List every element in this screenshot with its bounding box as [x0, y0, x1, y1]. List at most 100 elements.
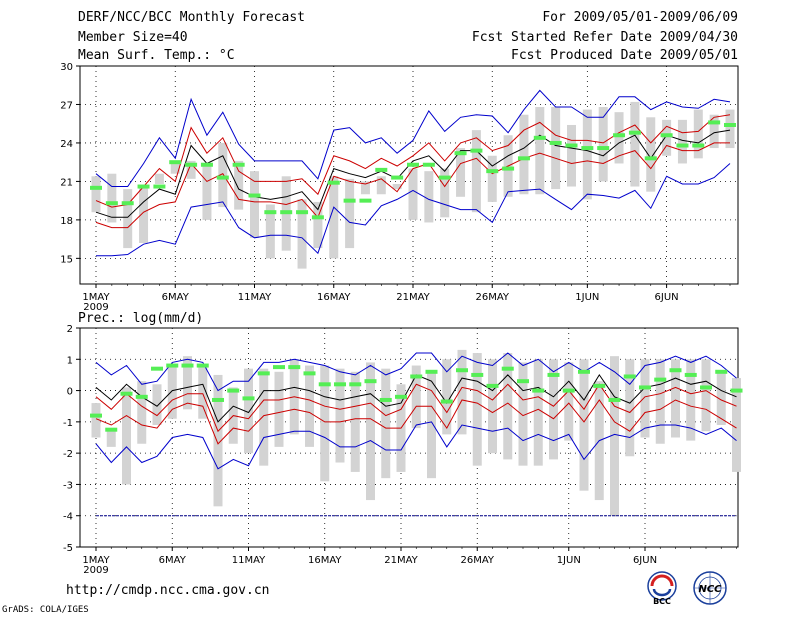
- range-bar: [274, 371, 284, 447]
- range-bar: [329, 176, 339, 259]
- upper-spread-line: [95, 114, 731, 208]
- range-bar: [198, 365, 208, 419]
- mode-marker: [502, 166, 515, 171]
- range-bar: [579, 359, 589, 491]
- range-bar: [106, 428, 116, 447]
- mode-marker: [581, 146, 594, 151]
- mode-marker: [334, 382, 346, 387]
- mode-marker: [395, 394, 407, 399]
- range-bar: [305, 365, 314, 447]
- y-tick-label: -2: [63, 449, 73, 460]
- mode-marker: [196, 363, 209, 368]
- range-bar: [551, 107, 561, 190]
- y-tick-label: -4: [63, 512, 73, 523]
- y-tick-label: -5: [63, 543, 73, 554]
- range-bar: [392, 183, 402, 190]
- forecast-period: For 2009/05/01-2009/06/09: [542, 10, 738, 25]
- mode-marker: [242, 396, 255, 401]
- y-tick-label: 1: [67, 355, 73, 366]
- range-bar: [625, 359, 635, 457]
- ncc-logo-text: NCC: [698, 584, 722, 595]
- range-bar: [320, 365, 330, 482]
- member-size-label: Member Size=40: [78, 30, 188, 45]
- mode-marker: [562, 388, 575, 393]
- mode-marker: [318, 382, 331, 387]
- range-bar: [154, 173, 164, 184]
- mode-marker: [90, 185, 102, 190]
- mode-marker: [547, 372, 560, 377]
- range-bar: [313, 201, 323, 249]
- range-bar: [456, 148, 466, 197]
- mode-marker: [486, 169, 499, 174]
- range-bar: [350, 371, 360, 472]
- footer-credit: GrADS: COLA/IGES: [2, 605, 89, 615]
- mode-marker: [303, 371, 316, 376]
- mode-marker: [654, 377, 667, 382]
- range-bar: [186, 160, 196, 179]
- mode-marker: [471, 372, 484, 377]
- range-bar: [472, 353, 482, 466]
- mode-marker: [730, 388, 743, 393]
- mode-marker: [628, 130, 641, 135]
- max-series-line: [95, 352, 737, 392]
- x-tick-label: 1MAY: [82, 555, 110, 566]
- range-bar: [107, 173, 117, 223]
- range-bar: [91, 176, 101, 213]
- max-series-line: [95, 89, 731, 187]
- ensemble-mean-line: [95, 129, 731, 218]
- mode-marker: [517, 379, 529, 384]
- range-bar: [442, 359, 452, 435]
- y-tick-label: 30: [60, 62, 73, 73]
- x-tick-year: 2009: [83, 565, 108, 576]
- range-bar: [259, 368, 269, 466]
- forecast-start-date: Fcst Started Refer Date 2009/04/30: [471, 30, 738, 45]
- range-bar: [183, 356, 192, 410]
- range-bar: [139, 186, 149, 243]
- range-bar: [701, 359, 711, 432]
- range-bar: [518, 362, 528, 466]
- range-bar: [265, 204, 275, 259]
- range-bar: [366, 362, 375, 501]
- x-tick-label: 6MAY: [162, 292, 190, 303]
- range-bar: [376, 176, 386, 195]
- range-bar: [567, 124, 576, 187]
- bcc-logo: BCC: [647, 571, 677, 606]
- mode-marker: [391, 175, 404, 180]
- min-series-line: [96, 163, 731, 257]
- x-tick-label: 21MAY: [384, 555, 418, 566]
- range-bar: [250, 171, 259, 238]
- mode-marker: [248, 193, 261, 198]
- footer-url[interactable]: http://cmdp.ncc.cma.gov.cn: [66, 583, 270, 598]
- range-bar: [677, 119, 687, 164]
- mode-marker: [349, 382, 362, 387]
- range-bar: [170, 163, 180, 174]
- range-bar: [732, 378, 741, 472]
- mode-marker: [639, 385, 651, 390]
- mode-marker: [407, 162, 419, 167]
- range-bar: [244, 368, 253, 454]
- range-bar: [693, 109, 703, 159]
- x-tick-label: 26MAY: [460, 555, 494, 566]
- range-bar: [471, 130, 481, 213]
- x-tick-label: 11MAY: [238, 292, 272, 303]
- mode-marker: [327, 180, 340, 185]
- range-bar: [360, 181, 370, 195]
- x-tick-label: 6JUN: [655, 292, 679, 303]
- lower-spread-line: [95, 399, 737, 445]
- mode-marker: [151, 366, 163, 371]
- chart-title: DERF/NCC/BCC Monthly Forecast: [78, 10, 305, 25]
- mode-marker: [724, 122, 736, 127]
- y-tick-label: 21: [60, 177, 73, 188]
- mode-marker: [486, 383, 499, 388]
- mode-marker: [608, 397, 621, 402]
- x-tick-label: 21MAY: [396, 292, 430, 303]
- range-bar: [167, 365, 177, 419]
- mode-marker: [715, 369, 728, 374]
- ncc-logo: NCC: [693, 571, 727, 605]
- range-bar: [598, 107, 608, 182]
- forecast-produced-date: Fcst Produced Date 2009/05/01: [511, 48, 738, 63]
- range-bar: [662, 119, 672, 156]
- bcc-logo-text: BCC: [653, 597, 671, 606]
